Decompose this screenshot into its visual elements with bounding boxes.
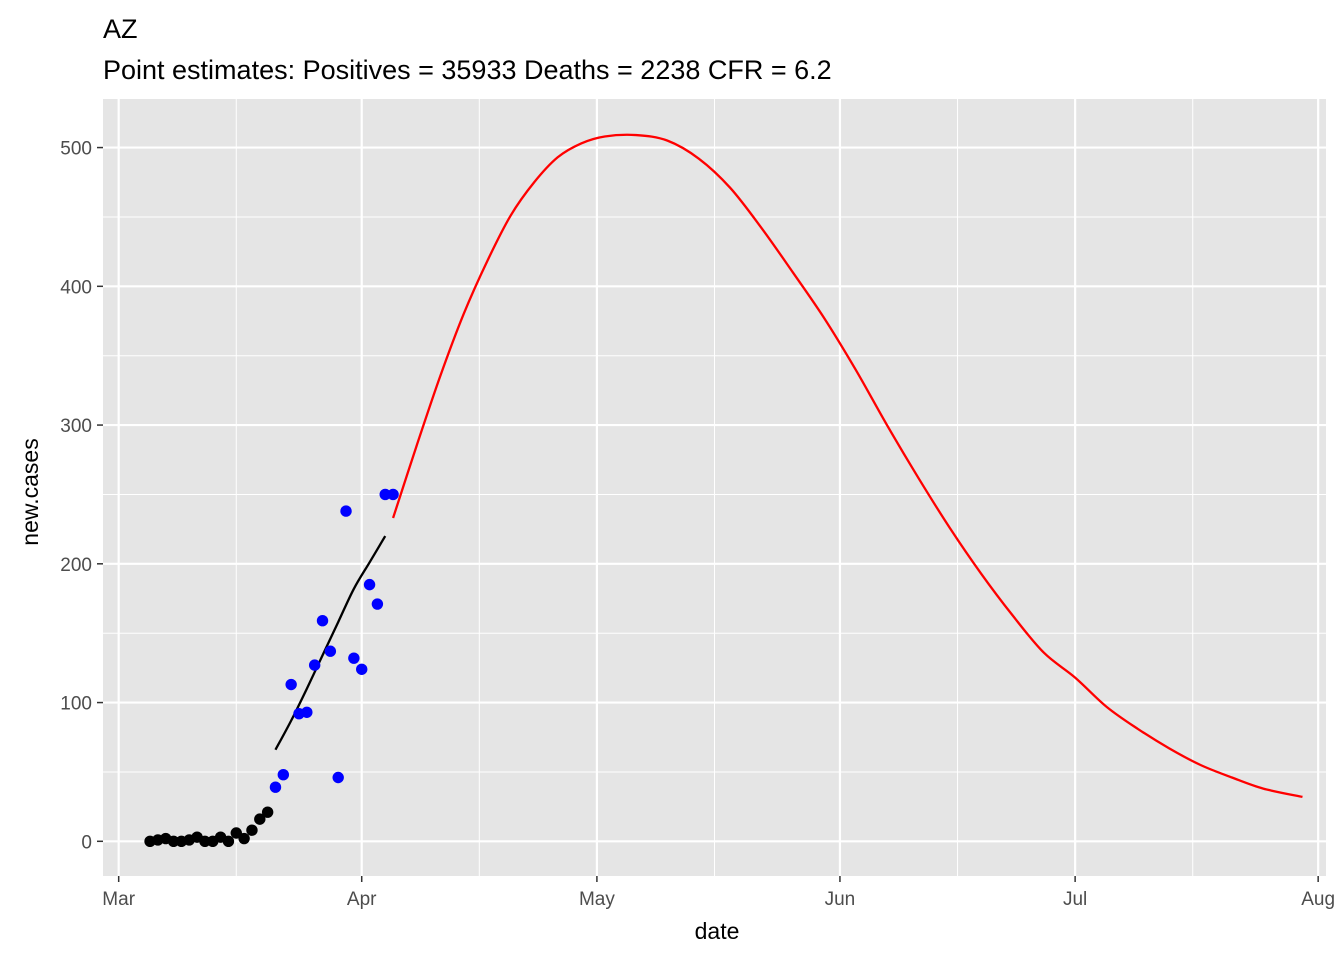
chart-title: AZ xyxy=(103,14,138,44)
plot-layer: 0 100 200 300 400 500 Mar Apr May Jun Jul Aug xyxy=(60,99,1335,910)
x-tick-label: Apr xyxy=(347,889,377,910)
recent-data-point xyxy=(387,488,399,501)
x-tick-label: Jul xyxy=(1063,889,1087,910)
early-data-point xyxy=(222,835,235,848)
y-tick-label: 400 xyxy=(60,277,92,298)
y-tick-label: 0 xyxy=(81,832,92,853)
y-tick-label: 100 xyxy=(60,694,92,715)
early-data-point xyxy=(254,813,266,825)
recent-data-point xyxy=(340,505,352,517)
recent-data-point xyxy=(269,781,282,793)
projection-curve xyxy=(391,133,1303,799)
y-axis-title: new.cases xyxy=(17,438,43,545)
y-tick-label: 500 xyxy=(60,139,92,160)
recent-data-point xyxy=(371,598,384,610)
early-data-point xyxy=(167,835,180,848)
recent-data-point xyxy=(285,678,297,691)
x-tick-label: May xyxy=(579,889,615,910)
early-data-point xyxy=(246,824,258,836)
x-tick-label: Mar xyxy=(102,889,135,910)
recent-data-point xyxy=(348,652,360,664)
early-data-point xyxy=(261,806,274,818)
early-data-point xyxy=(238,832,250,845)
recent-data-point xyxy=(308,659,321,671)
recent-data-point xyxy=(379,488,391,501)
recent-data-point xyxy=(301,706,313,718)
fit-curve xyxy=(274,535,387,751)
x-axis-title: date xyxy=(695,918,740,944)
recent-data-point xyxy=(332,771,344,784)
recent-data-point xyxy=(324,645,337,657)
x-tick-label: Aug xyxy=(1301,889,1335,910)
y-tick-label: 200 xyxy=(60,555,92,576)
recent-data-point xyxy=(363,578,376,591)
recent-data-point xyxy=(316,615,329,627)
recent-data-point xyxy=(277,769,290,781)
x-tick-label: Jun xyxy=(825,889,856,910)
recent-data-point xyxy=(356,663,368,675)
early-data-point xyxy=(199,835,211,848)
y-tick-label: 300 xyxy=(60,416,92,437)
chart-subtitle: Point estimates: Positives = 35933 Death… xyxy=(103,55,832,85)
